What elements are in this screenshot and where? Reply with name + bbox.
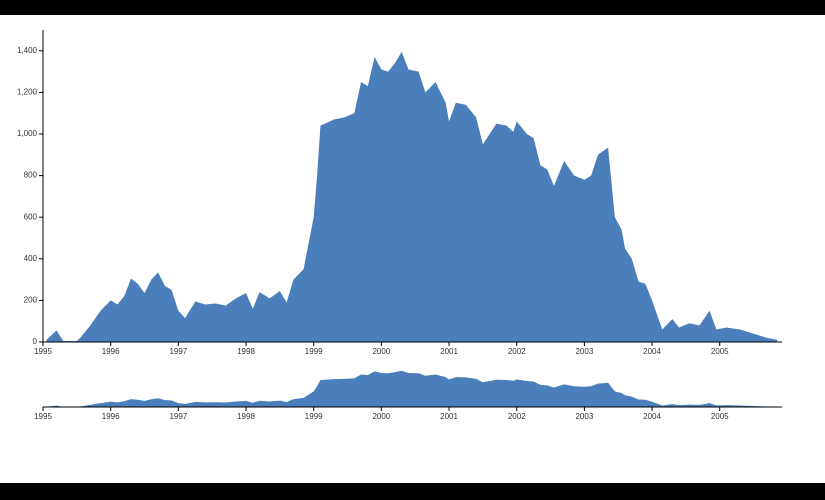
x-tick-label: 2002 [508,347,526,356]
y-tick-label: 200 [24,296,38,305]
x-tick-label: 1997 [169,347,187,356]
x-tick-label: 1998 [237,347,255,356]
context-x-tick-label: 1999 [305,412,323,421]
x-tick-label: 2000 [372,347,390,356]
x-tick-label: 2004 [643,347,661,356]
context-area [46,370,778,407]
top-bar [0,0,825,15]
x-tick-label: 1995 [34,347,52,356]
x-tick-label: 1999 [305,347,323,356]
bottom-bar [0,483,825,500]
y-tick-label: 800 [24,171,38,180]
context-x-tick-label: 1995 [34,412,52,421]
y-tick-label: 1,000 [17,129,38,138]
context-x-tick-label: 2002 [508,412,526,421]
context-x-tick-label: 2005 [711,412,729,421]
y-tick-label: 400 [24,254,38,263]
context-x-tick-label: 2003 [575,412,593,421]
y-tick-label: 1,200 [17,88,38,97]
context-x-tick-label: 1998 [237,412,255,421]
x-tick-label: 2001 [440,347,458,356]
y-tick-label: 0 [33,337,38,346]
y-tick-label: 1,400 [17,46,38,55]
context-x-tick-label: 2000 [372,412,390,421]
area [46,51,778,343]
context-x-tick-label: 2001 [440,412,458,421]
context-x-tick-label: 1996 [102,412,120,421]
context-x-tick-label: 2004 [643,412,661,421]
y-tick-label: 600 [24,212,38,221]
x-tick-label: 1996 [102,347,120,356]
context-x-tick-label: 1997 [169,412,187,421]
x-tick-label: 2005 [711,347,729,356]
x-tick-label: 2003 [575,347,593,356]
